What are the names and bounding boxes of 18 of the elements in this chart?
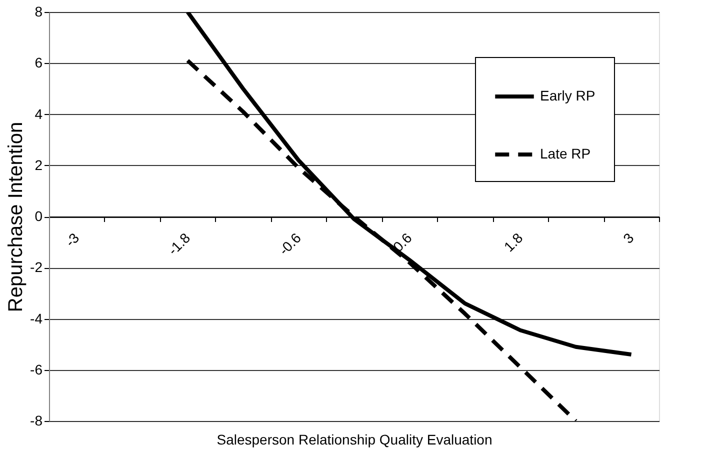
- x-tick-label: -1.8: [164, 229, 194, 258]
- y-tick-label: -8: [30, 412, 43, 428]
- x-tick-label: 1.8: [500, 229, 526, 255]
- legend-label: Early RP: [540, 88, 596, 104]
- legend-label: Late RP: [540, 146, 591, 162]
- x-tick-label: 3: [620, 229, 637, 246]
- y-axis-title: Repurchase Intention: [5, 122, 28, 312]
- y-tick-label: 8: [34, 4, 43, 20]
- x-tick-label: -0.6: [276, 229, 304, 258]
- y-tick-label: 0: [34, 208, 43, 224]
- y-tick-label: 6: [34, 54, 43, 71]
- y-tick-label: 4: [34, 106, 43, 122]
- y-tick-label: 2: [34, 156, 43, 173]
- x-tick-label: -3: [62, 229, 82, 250]
- y-tick-label: -6: [30, 361, 43, 378]
- x-axis-title: Salesperson Relationship Quality Evaluation: [216, 432, 492, 448]
- y-tick-label: -2: [30, 259, 43, 276]
- y-tick-label: -4: [30, 310, 43, 326]
